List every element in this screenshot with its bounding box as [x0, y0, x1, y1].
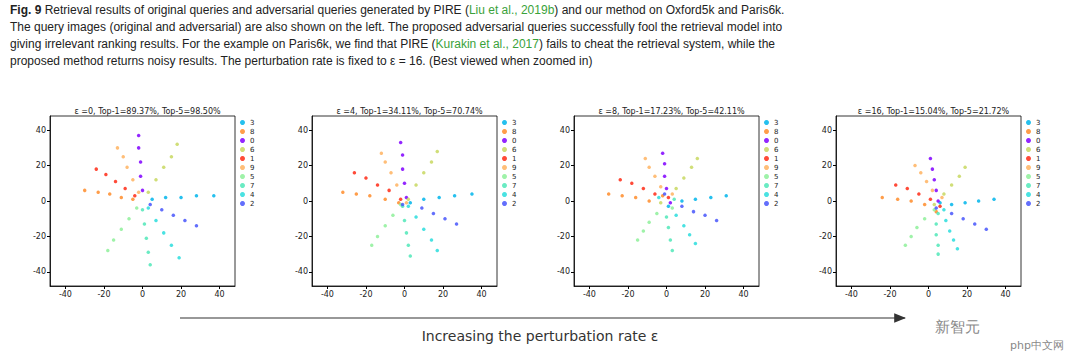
- svg-text:0: 0: [565, 197, 570, 206]
- svg-text:-40: -40: [33, 267, 46, 276]
- html-text:The query images (original and: The query images (original and adversari…: [10, 20, 783, 34]
- svg-text:ε =8, Top-1=17.23%, Top-5=42.1: ε =8, Top-1=17.23%, Top-5=42.11%: [598, 107, 745, 116]
- svg-text:5: 5: [512, 173, 516, 181]
- svg-text:7: 7: [512, 182, 516, 190]
- svg-text:20: 20: [176, 290, 186, 299]
- svg-text:9: 9: [774, 164, 778, 172]
- html-text:新智元: 新智元: [935, 318, 980, 336]
- html-text:proposed method returns noisy: proposed method returns noisy results. T…: [10, 54, 593, 68]
- svg-text:5: 5: [1036, 173, 1040, 181]
- svg-text:8: 8: [774, 128, 778, 136]
- svg-text:2: 2: [1036, 200, 1040, 208]
- svg-text:0: 0: [250, 137, 254, 145]
- svg-text:40: 40: [738, 290, 748, 299]
- svg-text:40: 40: [36, 126, 46, 135]
- html-text:Fig. 9 Retrieval results of or: Fig. 9 Retrieval results of original que…: [10, 3, 785, 17]
- html-text:giving irrelevant ranking resu: giving irrelevant ranking results. For t…: [10, 37, 775, 51]
- html-text:Increasing the perturbation ra: Increasing the perturbation rate ε: [421, 328, 659, 344]
- svg-text:4: 4: [512, 191, 517, 199]
- svg-text:6: 6: [250, 146, 255, 154]
- svg-text:0: 0: [41, 197, 46, 206]
- svg-text:3: 3: [512, 119, 516, 127]
- svg-text:ε =4, Top-1=34.11%, Top-5=70.7: ε =4, Top-1=34.11%, Top-5=70.74%: [336, 107, 483, 116]
- svg-text:4: 4: [1036, 191, 1041, 199]
- svg-text:7: 7: [774, 182, 778, 190]
- svg-text:20: 20: [36, 161, 46, 170]
- html-text:php中文网: php中文网: [1010, 339, 1064, 352]
- svg-text:-20: -20: [557, 232, 570, 241]
- svg-text:40: 40: [298, 126, 308, 135]
- svg-text:0: 0: [303, 197, 308, 206]
- svg-text:20: 20: [962, 290, 972, 299]
- svg-text:-40: -40: [295, 267, 308, 276]
- svg-text:40: 40: [1000, 290, 1010, 299]
- svg-text:9: 9: [250, 164, 254, 172]
- svg-text:5: 5: [250, 173, 254, 181]
- svg-text:0: 0: [402, 290, 407, 299]
- svg-text:8: 8: [512, 128, 516, 136]
- svg-text:ε =0, Top-1=89.37%, Top-5=98.5: ε =0, Top-1=89.37%, Top-5=98.50%: [74, 107, 221, 116]
- svg-text:6: 6: [774, 146, 779, 154]
- svg-text:0: 0: [774, 137, 778, 145]
- svg-text:-20: -20: [819, 232, 832, 241]
- svg-text:20: 20: [438, 290, 448, 299]
- svg-text:2: 2: [512, 200, 516, 208]
- svg-text:3: 3: [250, 119, 254, 127]
- svg-text:9: 9: [1036, 164, 1040, 172]
- svg-text:-20: -20: [359, 290, 372, 299]
- svg-text:6: 6: [512, 146, 517, 154]
- svg-text:40: 40: [560, 126, 570, 135]
- svg-text:20: 20: [700, 290, 710, 299]
- svg-text:8: 8: [1036, 128, 1040, 136]
- svg-text:1: 1: [1036, 155, 1040, 163]
- svg-text:-20: -20: [883, 290, 896, 299]
- svg-text:-40: -40: [321, 290, 334, 299]
- svg-text:-20: -20: [621, 290, 634, 299]
- svg-text:-40: -40: [583, 290, 596, 299]
- svg-text:5: 5: [774, 173, 778, 181]
- svg-text:3: 3: [774, 119, 778, 127]
- svg-text:-40: -40: [845, 290, 858, 299]
- svg-text:7: 7: [1036, 182, 1040, 190]
- svg-text:-20: -20: [33, 232, 46, 241]
- svg-text:0: 0: [926, 290, 931, 299]
- svg-text:6: 6: [1036, 146, 1041, 154]
- svg-text:7: 7: [250, 182, 254, 190]
- svg-text:20: 20: [822, 161, 832, 170]
- svg-text:40: 40: [822, 126, 832, 135]
- svg-text:ε =16, Top-1=15.04%, Top-5=21.: ε =16, Top-1=15.04%, Top-5=21.72%: [858, 107, 1010, 116]
- svg-text:1: 1: [512, 155, 516, 163]
- svg-text:20: 20: [560, 161, 570, 170]
- svg-text:1: 1: [250, 155, 254, 163]
- svg-text:-20: -20: [295, 232, 308, 241]
- svg-text:8: 8: [250, 128, 254, 136]
- svg-text:0: 0: [140, 290, 145, 299]
- svg-text:-40: -40: [557, 267, 570, 276]
- svg-text:-20: -20: [97, 290, 110, 299]
- svg-text:1: 1: [774, 155, 778, 163]
- svg-text:4: 4: [250, 191, 255, 199]
- svg-text:0: 0: [512, 137, 516, 145]
- svg-text:4: 4: [774, 191, 779, 199]
- svg-text:9: 9: [512, 164, 516, 172]
- svg-text:0: 0: [664, 290, 669, 299]
- svg-text:2: 2: [774, 200, 778, 208]
- svg-text:-40: -40: [59, 290, 72, 299]
- svg-text:0: 0: [1036, 137, 1040, 145]
- svg-text:40: 40: [476, 290, 486, 299]
- svg-text:40: 40: [214, 290, 224, 299]
- svg-text:-40: -40: [819, 267, 832, 276]
- svg-text:3: 3: [1036, 119, 1040, 127]
- svg-text:20: 20: [298, 161, 308, 170]
- svg-text:2: 2: [250, 200, 254, 208]
- svg-text:0: 0: [827, 197, 832, 206]
